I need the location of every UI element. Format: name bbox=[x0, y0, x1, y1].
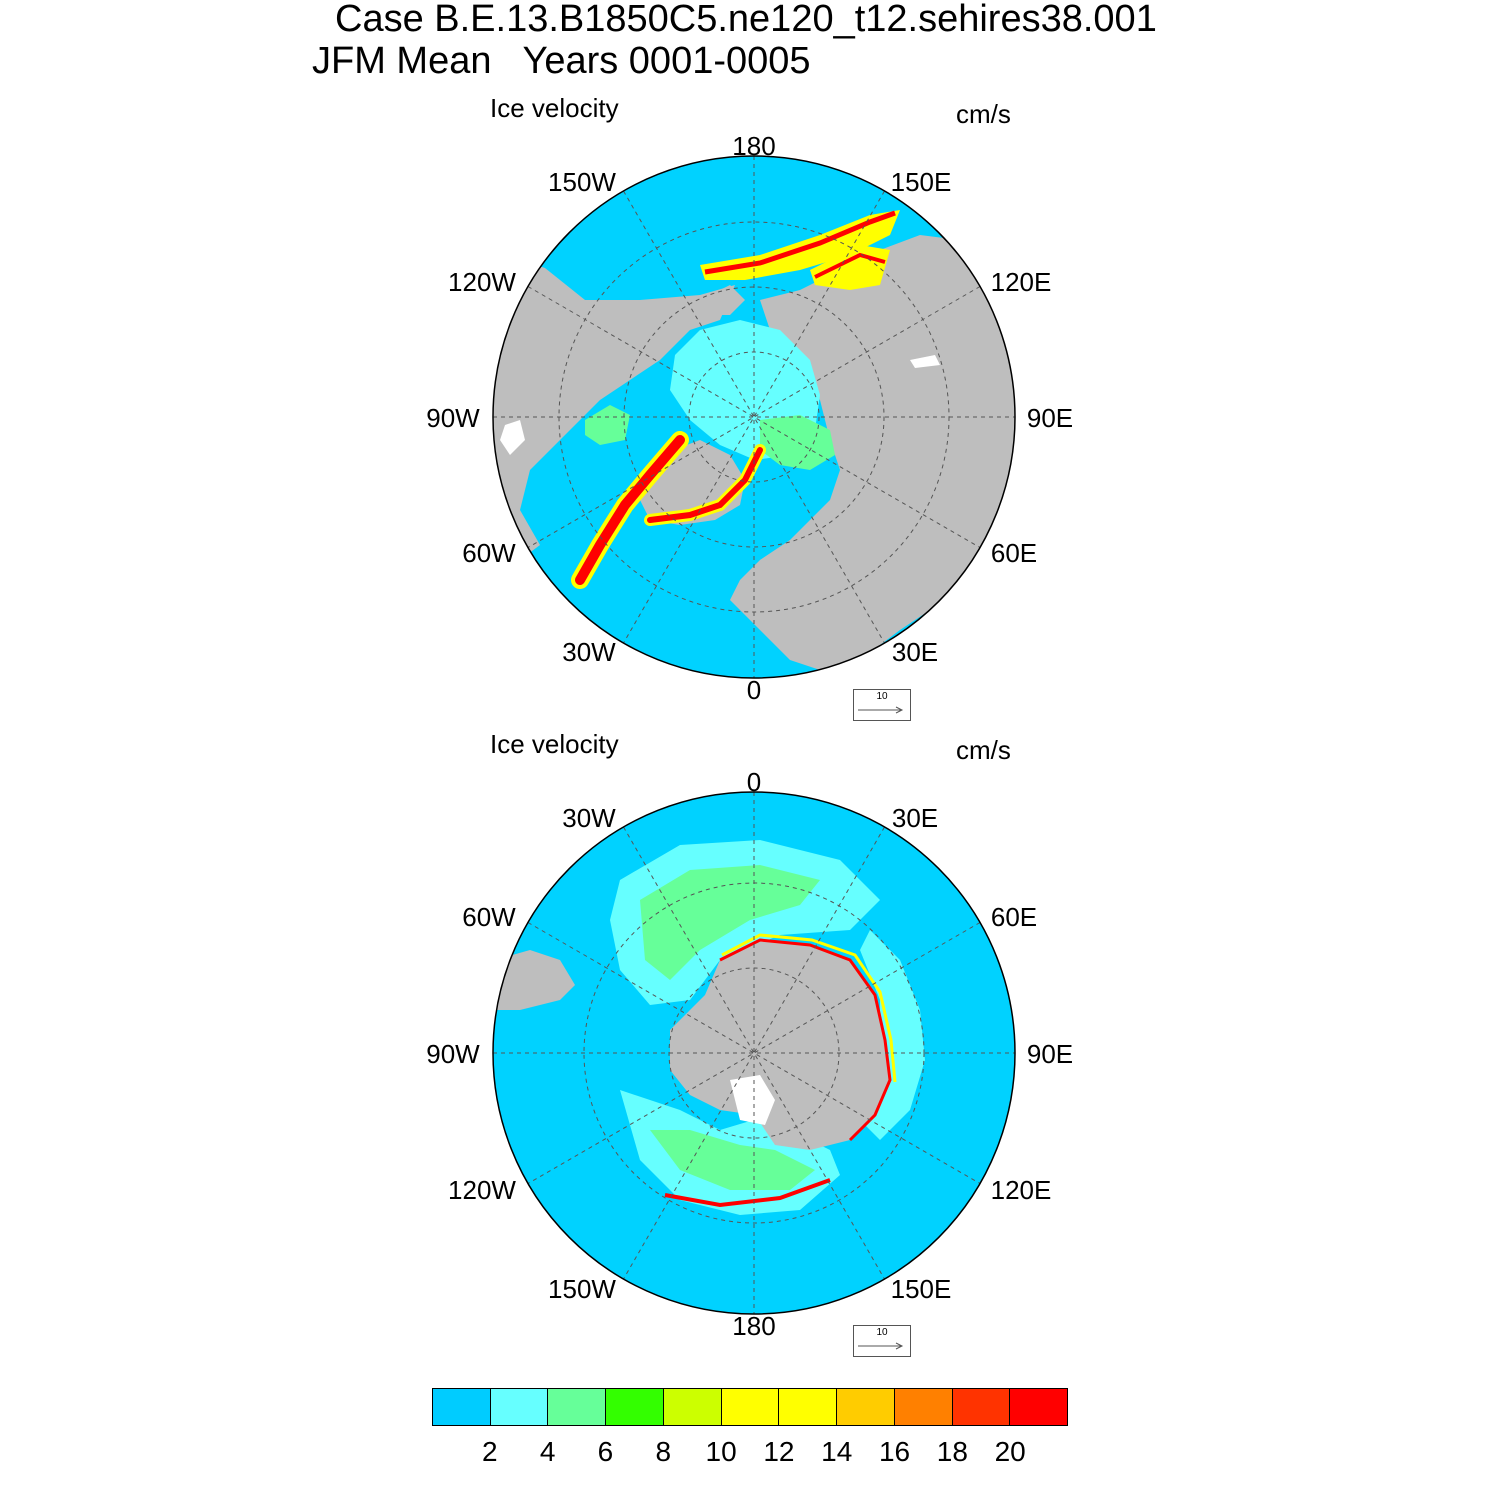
colorbar-swatch bbox=[1010, 1389, 1068, 1425]
north-ice-okhotsk-fast bbox=[704, 210, 896, 275]
north-ice-labrador-red bbox=[575, 435, 685, 585]
north-ice-east-greenland-red bbox=[647, 447, 763, 523]
colorbar-swatch bbox=[894, 1389, 953, 1425]
south-units-label: cm/s bbox=[956, 735, 1011, 765]
south-lon-label-90w: 90W bbox=[426, 1039, 480, 1069]
south-lon-label-60e: 60E bbox=[990, 902, 1038, 932]
south-map-border bbox=[492, 791, 1016, 1315]
south-lon-label-150w: 150W bbox=[548, 1274, 616, 1304]
north-lon-label-150e: 150E bbox=[890, 167, 952, 197]
figure-title-line2: JFM Mean Years 0001-0005 bbox=[312, 40, 811, 82]
south-polar-map bbox=[492, 791, 1016, 1315]
south-graticule bbox=[493, 792, 1015, 1314]
north-ice-okhotsk-red bbox=[814, 252, 886, 279]
colorbar-swatch bbox=[721, 1389, 780, 1425]
north-lon-label-180: 180 bbox=[732, 131, 776, 161]
north-lon-label-120w: 120W bbox=[448, 267, 516, 297]
south-lon-label-90e: 90E bbox=[1026, 1039, 1074, 1069]
south-antarctica-coast-red bbox=[719, 938, 892, 1142]
north-lon-label-150w: 150W bbox=[548, 167, 616, 197]
south-sea-ice-weddell-green bbox=[640, 865, 820, 980]
south-land-antarctica bbox=[670, 940, 890, 1150]
colorbar-swatch bbox=[952, 1389, 1011, 1425]
colorbar-swatch bbox=[606, 1389, 664, 1425]
colorbar-swatch bbox=[490, 1389, 549, 1425]
south-lon-label-120w: 120W bbox=[448, 1175, 516, 1205]
colorbar-swatch bbox=[837, 1389, 895, 1425]
north-reference-vector-value: 10 bbox=[876, 691, 888, 702]
arrow-right-icon bbox=[858, 1342, 904, 1350]
north-reference-vector: 10 bbox=[853, 689, 911, 721]
north-polar-map bbox=[492, 155, 1016, 679]
figure-title-line1: Case B.E.13.B1850C5.ne120_t12.sehires38.… bbox=[335, 0, 1157, 40]
colorbar bbox=[432, 1388, 1068, 1426]
colorbar-tick-label: 8 bbox=[655, 1436, 672, 1467]
north-land-north-america bbox=[493, 250, 735, 560]
south-lon-label-150e: 150E bbox=[890, 1274, 952, 1304]
south-lon-label-30e: 30E bbox=[891, 803, 939, 833]
north-ice-hudson bbox=[585, 405, 630, 445]
colorbar-tick-label: 6 bbox=[597, 1436, 614, 1467]
south-lon-label-30w: 30W bbox=[562, 803, 616, 833]
north-graticule bbox=[493, 156, 1015, 678]
south-ross-edge-red bbox=[664, 1178, 831, 1208]
colorbar-tick-label: 4 bbox=[539, 1436, 556, 1467]
north-left-label: Ice velocity bbox=[490, 93, 619, 123]
colorbar-tick-label: 12 bbox=[763, 1436, 795, 1467]
colorbar-tick-label: 14 bbox=[821, 1436, 853, 1467]
south-lon-label-60w: 60W bbox=[462, 902, 516, 932]
north-units-label: cm/s bbox=[956, 99, 1011, 129]
south-lon-label-0: 0 bbox=[746, 767, 762, 797]
south-lon-label-180: 180 bbox=[732, 1311, 776, 1341]
colorbar-tick-label: 20 bbox=[994, 1436, 1026, 1467]
colorbar-tick-label: 10 bbox=[705, 1436, 737, 1467]
north-lon-label-30e: 30E bbox=[891, 637, 939, 667]
south-white-shelf bbox=[730, 1075, 775, 1125]
south-left-label: Ice velocity bbox=[490, 729, 619, 759]
north-lon-label-90w: 90W bbox=[426, 403, 480, 433]
north-lon-label-90e: 90E bbox=[1026, 403, 1074, 433]
colorbar-tick-label: 16 bbox=[878, 1436, 911, 1467]
south-antarctica-coast-yellow bbox=[721, 933, 897, 1083]
south-reference-vector: 10 bbox=[853, 1325, 911, 1357]
north-lon-label-60e: 60E bbox=[990, 538, 1038, 568]
north-lon-label-30w: 30W bbox=[562, 637, 616, 667]
colorbar-swatch bbox=[663, 1389, 722, 1425]
north-map-border bbox=[492, 155, 1016, 679]
colorbar-swatch bbox=[433, 1389, 491, 1425]
colorbar-swatch bbox=[548, 1389, 607, 1425]
north-land-scandinavia bbox=[760, 545, 815, 610]
colorbar-swatch bbox=[779, 1389, 838, 1425]
north-lon-label-0: 0 bbox=[746, 675, 762, 705]
north-lon-label-120e: 120E bbox=[990, 267, 1052, 297]
south-reference-vector-value: 10 bbox=[876, 1327, 888, 1338]
south-lon-label-120e: 120E bbox=[990, 1175, 1052, 1205]
north-lon-label-60w: 60W bbox=[462, 538, 516, 568]
colorbar-tick-label: 18 bbox=[936, 1436, 968, 1467]
colorbar-tick-label: 2 bbox=[482, 1436, 498, 1467]
north-ice-barents bbox=[760, 415, 835, 470]
arrow-right-icon bbox=[858, 706, 904, 714]
south-land-south-america bbox=[495, 950, 575, 1010]
south-sea-ice-ross-green bbox=[650, 1130, 815, 1190]
north-land-alaska bbox=[700, 285, 745, 315]
